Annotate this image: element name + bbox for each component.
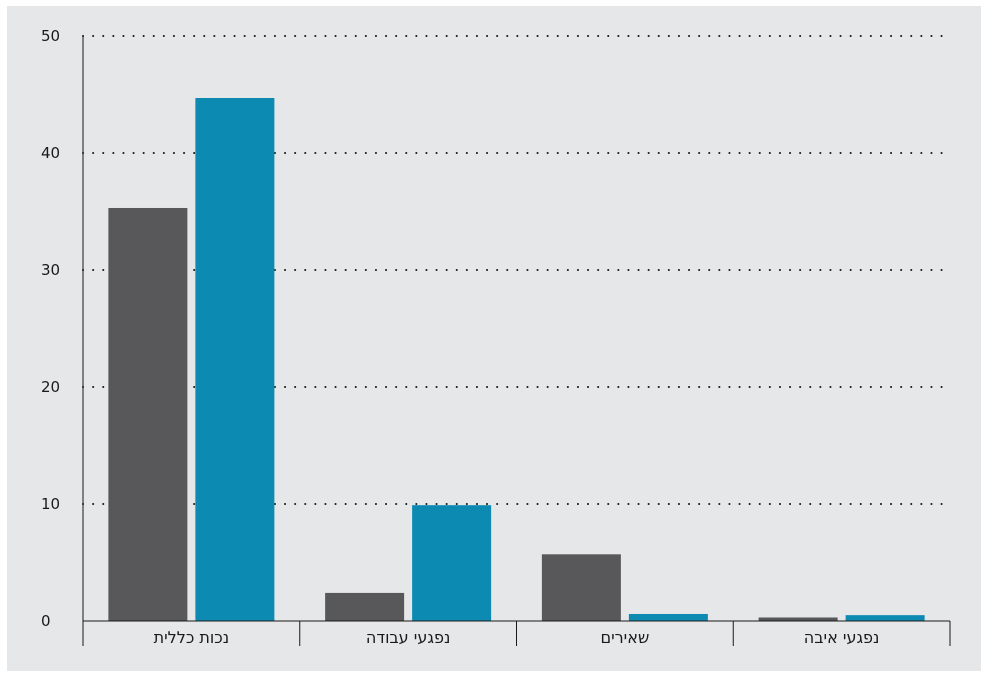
bar-series2-cat2: [412, 505, 492, 621]
bar-series2-cat1: [195, 98, 275, 621]
x-tick-label-2: נפגעי עבודה: [366, 628, 450, 647]
y-tick-label-2: 20: [41, 378, 60, 396]
bar-series1-cat2: [325, 592, 405, 621]
bar-series1-cat3: [541, 554, 621, 621]
bars-group: [108, 98, 925, 622]
x-tick-labels: נכות כללית נפגעי עבודה שאירים נפגעי איבה: [154, 628, 880, 647]
x-tick-label-1: נכות כללית: [154, 628, 230, 647]
y-tick-label-3: 30: [41, 261, 60, 279]
x-tick-label-3: שאירים: [600, 628, 649, 647]
grid-lines: [82, 35, 951, 505]
y-tick-label-5: 50: [41, 27, 60, 45]
axes-group: [82, 36, 951, 646]
bar-series1-cat4: [758, 617, 838, 621]
y-tick-label-4: 40: [41, 144, 60, 162]
y-tick-label-0: 0: [41, 612, 51, 630]
x-tick-label-4: נפגעי איבה: [804, 628, 880, 647]
y-tick-label-1: 10: [41, 495, 60, 513]
bar-series1-cat1: [108, 207, 188, 622]
bar-series2-cat3: [628, 613, 708, 621]
y-tick-labels: 0 10 20 30 40 50: [41, 27, 60, 630]
bar-series2-cat4: [845, 615, 925, 621]
